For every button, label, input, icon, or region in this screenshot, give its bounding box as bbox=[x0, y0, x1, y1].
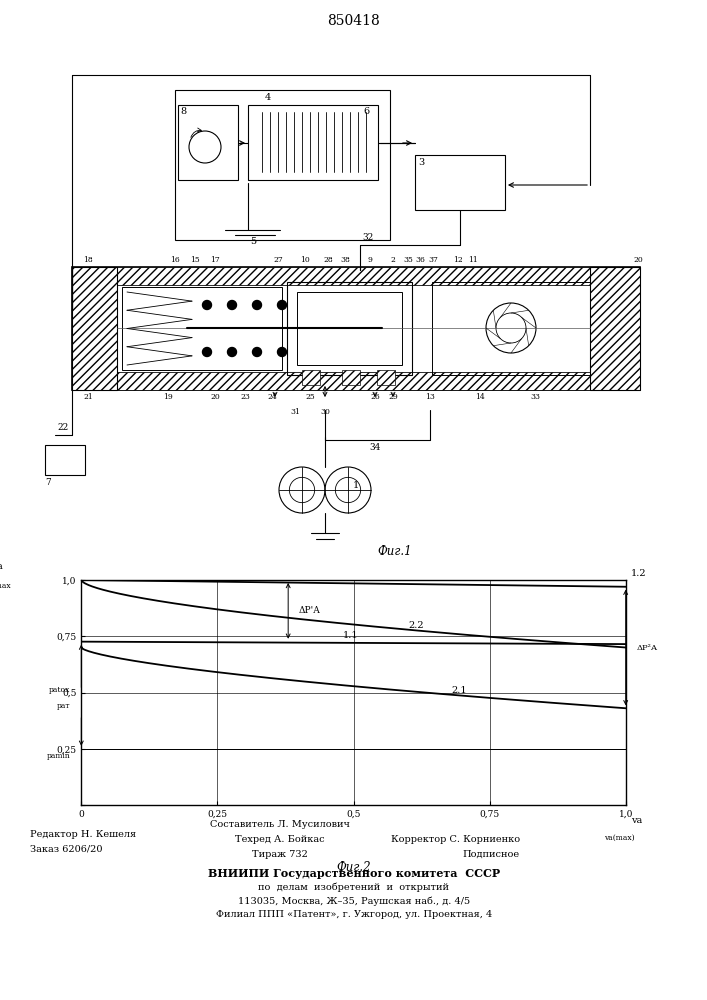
Text: 113035, Москва, Ж–35, Раушская наб., д. 4/5: 113035, Москва, Ж–35, Раушская наб., д. … bbox=[238, 896, 470, 906]
Text: 14: 14 bbox=[475, 393, 485, 401]
Text: 20: 20 bbox=[633, 256, 643, 264]
Text: 19: 19 bbox=[163, 393, 173, 401]
Text: 11: 11 bbox=[468, 256, 478, 264]
Bar bbox=[72, 267, 640, 390]
Text: 25: 25 bbox=[305, 393, 315, 401]
Text: 36: 36 bbox=[415, 256, 425, 264]
Bar bbox=[178, 105, 238, 180]
Text: Фиг.2: Фиг.2 bbox=[337, 861, 370, 874]
Text: 2.1: 2.1 bbox=[452, 686, 467, 695]
Circle shape bbox=[252, 300, 262, 310]
Text: 3: 3 bbox=[418, 158, 424, 167]
Text: 31: 31 bbox=[290, 408, 300, 416]
Bar bbox=[72, 372, 640, 390]
Bar bbox=[72, 267, 117, 390]
Text: 18: 18 bbox=[83, 256, 93, 264]
Text: 37: 37 bbox=[428, 256, 438, 264]
Text: 12: 12 bbox=[453, 256, 463, 264]
Bar bbox=[377, 370, 395, 385]
Text: vа(max): vа(max) bbox=[604, 834, 635, 842]
Text: Редактор Н. Кешеля: Редактор Н. Кешеля bbox=[30, 830, 136, 839]
Circle shape bbox=[228, 300, 237, 310]
Text: vа: vа bbox=[631, 816, 643, 825]
Text: по  делам  изобретений  и  открытий: по делам изобретений и открытий bbox=[259, 882, 450, 892]
Text: 33: 33 bbox=[530, 393, 540, 401]
Text: 1: 1 bbox=[353, 481, 359, 489]
Bar bbox=[302, 370, 320, 385]
Text: 2.2: 2.2 bbox=[408, 620, 423, 630]
Text: 13: 13 bbox=[425, 393, 435, 401]
Bar bbox=[248, 105, 378, 180]
Text: 17: 17 bbox=[210, 256, 220, 264]
Text: 22: 22 bbox=[57, 423, 69, 432]
Text: Филиал ППП «Патент», г. Ужгород, ул. Проектная, 4: Филиал ППП «Патент», г. Ужгород, ул. Про… bbox=[216, 910, 492, 919]
Circle shape bbox=[252, 348, 262, 357]
Bar bbox=[287, 282, 412, 375]
Circle shape bbox=[202, 300, 211, 310]
Circle shape bbox=[278, 348, 286, 357]
Text: 5: 5 bbox=[250, 237, 256, 246]
Text: 2: 2 bbox=[390, 256, 395, 264]
Text: pАtmax: pАtmax bbox=[0, 582, 12, 590]
Bar bbox=[432, 282, 590, 375]
Text: 7: 7 bbox=[45, 478, 51, 487]
Text: pаtox: pаtox bbox=[49, 686, 71, 694]
Text: Техред А. Бойкас: Техред А. Бойкас bbox=[235, 835, 325, 844]
Text: ΔP'А: ΔP'А bbox=[299, 606, 321, 615]
Text: 9: 9 bbox=[368, 256, 373, 264]
Text: 26: 26 bbox=[370, 393, 380, 401]
Bar bbox=[342, 370, 360, 385]
Text: Подписное: Подписное bbox=[463, 850, 520, 859]
Circle shape bbox=[278, 300, 286, 310]
Text: 27: 27 bbox=[273, 256, 283, 264]
Bar bbox=[590, 267, 640, 390]
Text: 24: 24 bbox=[267, 393, 277, 401]
Text: 4: 4 bbox=[265, 93, 271, 102]
Bar bbox=[72, 267, 640, 285]
Bar bbox=[415, 155, 505, 210]
Bar bbox=[590, 267, 640, 390]
Text: 28: 28 bbox=[323, 256, 333, 264]
Text: pа: pа bbox=[0, 562, 4, 571]
Bar bbox=[45, 445, 85, 475]
Text: 34: 34 bbox=[369, 443, 380, 452]
Text: 15: 15 bbox=[190, 256, 200, 264]
Circle shape bbox=[228, 348, 237, 357]
Text: Фиг.1: Фиг.1 bbox=[378, 545, 412, 558]
Circle shape bbox=[202, 348, 211, 357]
Text: pаmin: pаmin bbox=[47, 752, 71, 760]
Bar bbox=[297, 292, 402, 365]
Text: Составитель Л. Мусилович: Составитель Л. Мусилович bbox=[210, 820, 350, 829]
Bar bbox=[122, 287, 282, 370]
Text: 850418: 850418 bbox=[327, 14, 380, 28]
Text: ВНИИПИ Государственного комитета  СССР: ВНИИПИ Государственного комитета СССР bbox=[208, 868, 500, 879]
Text: 1.2: 1.2 bbox=[631, 569, 647, 578]
Text: 21: 21 bbox=[83, 393, 93, 401]
Text: 38: 38 bbox=[340, 256, 350, 264]
Text: 10: 10 bbox=[300, 256, 310, 264]
Text: 6: 6 bbox=[364, 107, 370, 116]
Text: 16: 16 bbox=[170, 256, 180, 264]
Text: 29: 29 bbox=[388, 393, 398, 401]
Bar bbox=[72, 267, 117, 390]
Text: Тираж 732: Тираж 732 bbox=[252, 850, 308, 859]
Text: 1.1: 1.1 bbox=[343, 631, 358, 640]
Text: ΔP²А: ΔP²А bbox=[636, 644, 658, 652]
Text: 35: 35 bbox=[403, 256, 413, 264]
Text: 23: 23 bbox=[240, 393, 250, 401]
Bar bbox=[72, 267, 640, 285]
Text: 20: 20 bbox=[210, 393, 220, 401]
Bar bbox=[72, 372, 640, 390]
Text: Заказ 6206/20: Заказ 6206/20 bbox=[30, 845, 103, 854]
Text: Корректор С. Корниенко: Корректор С. Корниенко bbox=[391, 835, 520, 844]
Text: 8: 8 bbox=[180, 107, 186, 116]
Text: 30: 30 bbox=[320, 408, 330, 416]
Bar bbox=[175, 90, 390, 240]
Text: 32: 32 bbox=[362, 233, 373, 242]
Text: pат: pат bbox=[57, 702, 71, 710]
